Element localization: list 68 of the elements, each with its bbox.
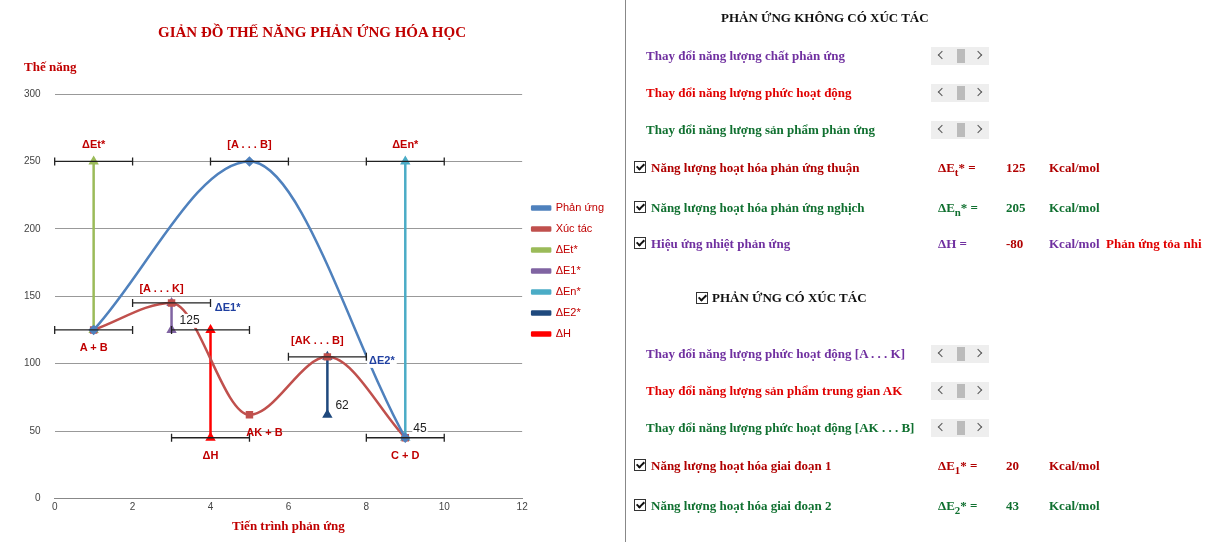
annotation: A + B bbox=[79, 340, 108, 353]
text: 43 bbox=[1006, 498, 1019, 514]
y-tick-label: 50 bbox=[29, 424, 42, 436]
text: Năng lượng hoạt hóa phản ứng thuận bbox=[651, 160, 860, 176]
x-tick-label: 12 bbox=[516, 501, 529, 513]
text: ΔE$_{n}$* = bbox=[938, 200, 979, 220]
annotation: ΔE1* bbox=[214, 301, 242, 314]
text: Kcal/mol bbox=[1049, 236, 1100, 252]
text: PHẢN ỨNG CÓ XÚC TÁC bbox=[712, 290, 867, 306]
text: ΔE$_{2}$* = bbox=[938, 498, 978, 518]
text: Thay đổi năng lượng chất phản ứng bbox=[646, 48, 846, 64]
legend-label: Xúc tác bbox=[555, 222, 593, 235]
annotation: [AK . . . B] bbox=[291, 333, 344, 346]
legend-label: ΔEn* bbox=[555, 285, 582, 298]
text: Năng lượng hoạt hóa phản ứng nghịch bbox=[651, 200, 865, 216]
text: Thay đổi năng lượng phức hoạt động [AK . . . B] bbox=[646, 420, 915, 436]
annotation: C + D bbox=[391, 448, 420, 461]
text: PHẢN ỨNG KHÔNG CÓ XÚC TÁC bbox=[721, 10, 929, 26]
annotation: ΔE2* bbox=[369, 353, 396, 366]
text: Kcal/mol bbox=[1049, 458, 1100, 474]
legend-label: ΔE2* bbox=[555, 306, 582, 319]
x-tick-label: 8 bbox=[363, 501, 370, 513]
x-tick-label: 0 bbox=[51, 501, 58, 513]
y-tick-label: 300 bbox=[24, 87, 42, 99]
x-tick-label: 6 bbox=[285, 501, 292, 513]
annotation: ΔEn* bbox=[392, 138, 420, 151]
annotation: ΔH bbox=[202, 448, 219, 461]
data-label: 62 bbox=[335, 398, 350, 413]
text: 125 bbox=[1006, 160, 1026, 176]
text: Thay đổi năng lượng phức hoạt động [A . . . K] bbox=[646, 346, 906, 362]
y-tick-label: 200 bbox=[24, 222, 42, 234]
text: -80 bbox=[1006, 236, 1024, 252]
chart-title: GIẢN ĐỒ THẾ NĂNG PHẢN ỨNG HÓA HỌC bbox=[158, 22, 466, 40]
point bbox=[245, 411, 254, 419]
y-tick-label: 150 bbox=[24, 289, 42, 301]
annotation: [A . . . K] bbox=[139, 281, 184, 294]
text: Năng lượng hoạt hóa giai đoạn 1 bbox=[651, 458, 832, 474]
annotation: ΔEt* bbox=[82, 138, 106, 151]
text: Thay đổi năng lượng sản phẩm trung gian AK bbox=[646, 383, 903, 399]
data-label: 125 bbox=[179, 313, 200, 328]
legend-label: Phản ứng bbox=[555, 201, 605, 214]
x-tick-label: 2 bbox=[129, 501, 136, 513]
text: Thay đổi năng lượng sản phẩm phản ứng bbox=[646, 122, 876, 138]
text: ΔE$_{t}$* = bbox=[938, 160, 976, 180]
x-axis-title: Tiến trình phản ứng bbox=[232, 517, 346, 533]
text: Phản ứng tỏa nhi bbox=[1106, 236, 1202, 252]
legend-label: ΔEt* bbox=[555, 243, 579, 256]
annotation: AK + B bbox=[246, 425, 283, 438]
data-label: 45 bbox=[413, 421, 427, 436]
text: Hiệu ứng nhiệt phản ứng bbox=[651, 236, 791, 252]
annotation: [A . . . B] bbox=[227, 138, 272, 151]
y-tick-label: 100 bbox=[24, 357, 42, 369]
text: Kcal/mol bbox=[1049, 160, 1100, 176]
legend-label: ΔE1* bbox=[555, 264, 582, 277]
y-tick-label: 0 bbox=[35, 492, 42, 504]
text: ΔH = bbox=[938, 236, 967, 252]
text: Thay đổi năng lượng phức hoạt động bbox=[646, 85, 852, 101]
text: Kcal/mol bbox=[1049, 498, 1100, 514]
text: Kcal/mol bbox=[1049, 200, 1100, 216]
x-tick-label: 4 bbox=[207, 501, 214, 513]
text: 205 bbox=[1006, 200, 1026, 216]
text: Năng lượng hoạt hóa giai đoạn 2 bbox=[651, 498, 832, 514]
y-tick-label: 250 bbox=[24, 155, 42, 167]
y-axis-title: Thế năng bbox=[24, 59, 77, 75]
legend-label: ΔH bbox=[555, 327, 571, 340]
text: 20 bbox=[1006, 458, 1019, 474]
x-tick-label: 10 bbox=[438, 501, 451, 513]
text: ΔE$_{1}$* = bbox=[938, 458, 978, 478]
